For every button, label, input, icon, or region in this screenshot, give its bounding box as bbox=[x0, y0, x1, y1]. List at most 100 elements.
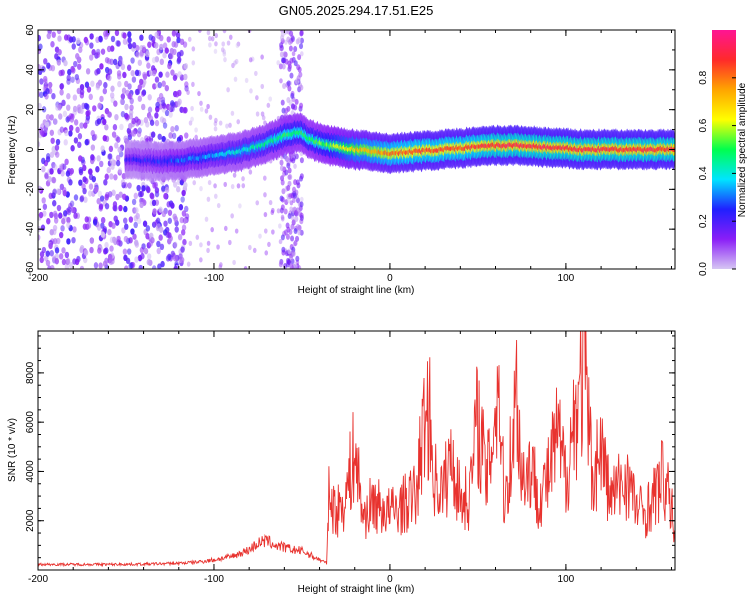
noise-speck bbox=[74, 73, 80, 81]
noise-speck bbox=[91, 175, 97, 183]
noise-speck bbox=[165, 231, 170, 238]
noise-speck bbox=[291, 157, 296, 164]
noise-speck bbox=[138, 191, 143, 198]
snr-xlabel: Height of straight line (km) bbox=[298, 584, 415, 595]
noise-speck bbox=[66, 216, 71, 224]
noise-speck bbox=[252, 247, 257, 253]
colorbar-label: Normalized spectral amplitude bbox=[737, 82, 748, 217]
noise-speck bbox=[82, 223, 88, 230]
noise-speck bbox=[139, 201, 144, 209]
noise-speck bbox=[78, 166, 83, 174]
noise-speck bbox=[197, 90, 201, 97]
noise-speck bbox=[176, 56, 182, 63]
noise-speck bbox=[188, 120, 193, 126]
noise-speck bbox=[61, 247, 66, 254]
noise-speck bbox=[279, 42, 284, 49]
noise-speck bbox=[289, 200, 294, 206]
y-tick-label: -60 bbox=[25, 261, 36, 276]
noise-speck bbox=[126, 248, 132, 255]
noise-speck bbox=[69, 200, 75, 207]
noise-speck bbox=[103, 179, 108, 186]
noise-speck bbox=[134, 256, 139, 263]
noise-speck bbox=[260, 54, 264, 60]
noise-speck bbox=[135, 44, 140, 52]
noise-speck bbox=[73, 194, 79, 201]
noise-speck bbox=[192, 180, 197, 186]
noise-speck bbox=[297, 54, 302, 61]
noise-speck bbox=[233, 60, 237, 66]
noise-speck bbox=[135, 51, 140, 58]
noise-speck bbox=[181, 189, 186, 197]
noise-speck bbox=[98, 36, 103, 43]
noise-speck bbox=[79, 122, 84, 129]
noise-speck bbox=[84, 139, 89, 146]
x-tick-label: 100 bbox=[558, 574, 575, 585]
noise-speck bbox=[198, 30, 202, 33]
noise-speck bbox=[137, 254, 143, 262]
noise-speck bbox=[141, 103, 146, 111]
noise-speck bbox=[145, 233, 150, 240]
noise-speck bbox=[112, 124, 118, 131]
noise-speck bbox=[258, 233, 262, 239]
noise-speck bbox=[150, 193, 155, 200]
noise-speck bbox=[174, 124, 179, 132]
noise-speck bbox=[161, 210, 167, 218]
noise-speck bbox=[286, 97, 291, 104]
noise-speck bbox=[100, 231, 106, 238]
noise-speck bbox=[299, 173, 304, 180]
noise-speck bbox=[38, 234, 41, 241]
noise-speck bbox=[79, 88, 85, 96]
noise-speck bbox=[104, 241, 109, 249]
noise-speck bbox=[122, 193, 127, 200]
noise-speck bbox=[77, 141, 82, 149]
noise-speck bbox=[190, 116, 194, 122]
noise-speck bbox=[98, 203, 104, 210]
noise-speck bbox=[119, 123, 124, 131]
snr-frame bbox=[37, 330, 676, 571]
noise-speck bbox=[286, 80, 291, 87]
noise-speck bbox=[280, 99, 285, 106]
figure-title: GN05.2025.294.17.51.E25 bbox=[279, 3, 434, 18]
noise-speck bbox=[177, 71, 182, 78]
noise-speck bbox=[294, 98, 299, 105]
noise-speck bbox=[141, 46, 147, 54]
noise-speck bbox=[76, 37, 81, 45]
noise-speck bbox=[139, 246, 145, 254]
noise-speck bbox=[71, 67, 76, 74]
y-tick-label: 4000 bbox=[25, 460, 36, 483]
noise-speck bbox=[152, 208, 157, 215]
noise-speck bbox=[137, 84, 142, 91]
noise-speck bbox=[134, 239, 139, 246]
noise-speck bbox=[167, 217, 173, 224]
noise-speck bbox=[50, 41, 55, 48]
noise-speck bbox=[263, 192, 267, 198]
noise-speck bbox=[179, 38, 185, 46]
noise-speck bbox=[73, 137, 79, 144]
noise-speck bbox=[112, 58, 118, 66]
noise-speck bbox=[164, 47, 169, 54]
noise-speck bbox=[285, 233, 290, 240]
noise-speck bbox=[57, 104, 62, 111]
spectrogram-xlabel: Height of straight line (km) bbox=[298, 285, 415, 296]
noise-speck bbox=[296, 75, 301, 82]
noise-speck bbox=[295, 207, 300, 214]
noise-speck bbox=[162, 42, 168, 49]
noise-speck bbox=[297, 66, 302, 73]
noise-speck bbox=[134, 88, 140, 96]
noise-speck bbox=[278, 223, 282, 229]
noise-speck bbox=[85, 68, 91, 75]
noise-speck bbox=[56, 30, 62, 35]
noise-speck bbox=[57, 35, 62, 42]
noise-speck bbox=[151, 69, 157, 77]
noise-speck bbox=[127, 31, 132, 38]
colorbar-tick-label: 0.4 bbox=[698, 166, 709, 180]
noise-speck bbox=[178, 204, 184, 211]
noise-speck bbox=[52, 189, 57, 196]
noise-speck bbox=[231, 62, 235, 69]
noise-speck bbox=[180, 246, 185, 253]
noise-speck bbox=[89, 54, 94, 61]
noise-speck bbox=[39, 256, 44, 264]
noise-speck bbox=[152, 265, 157, 269]
noise-speck bbox=[59, 83, 64, 90]
